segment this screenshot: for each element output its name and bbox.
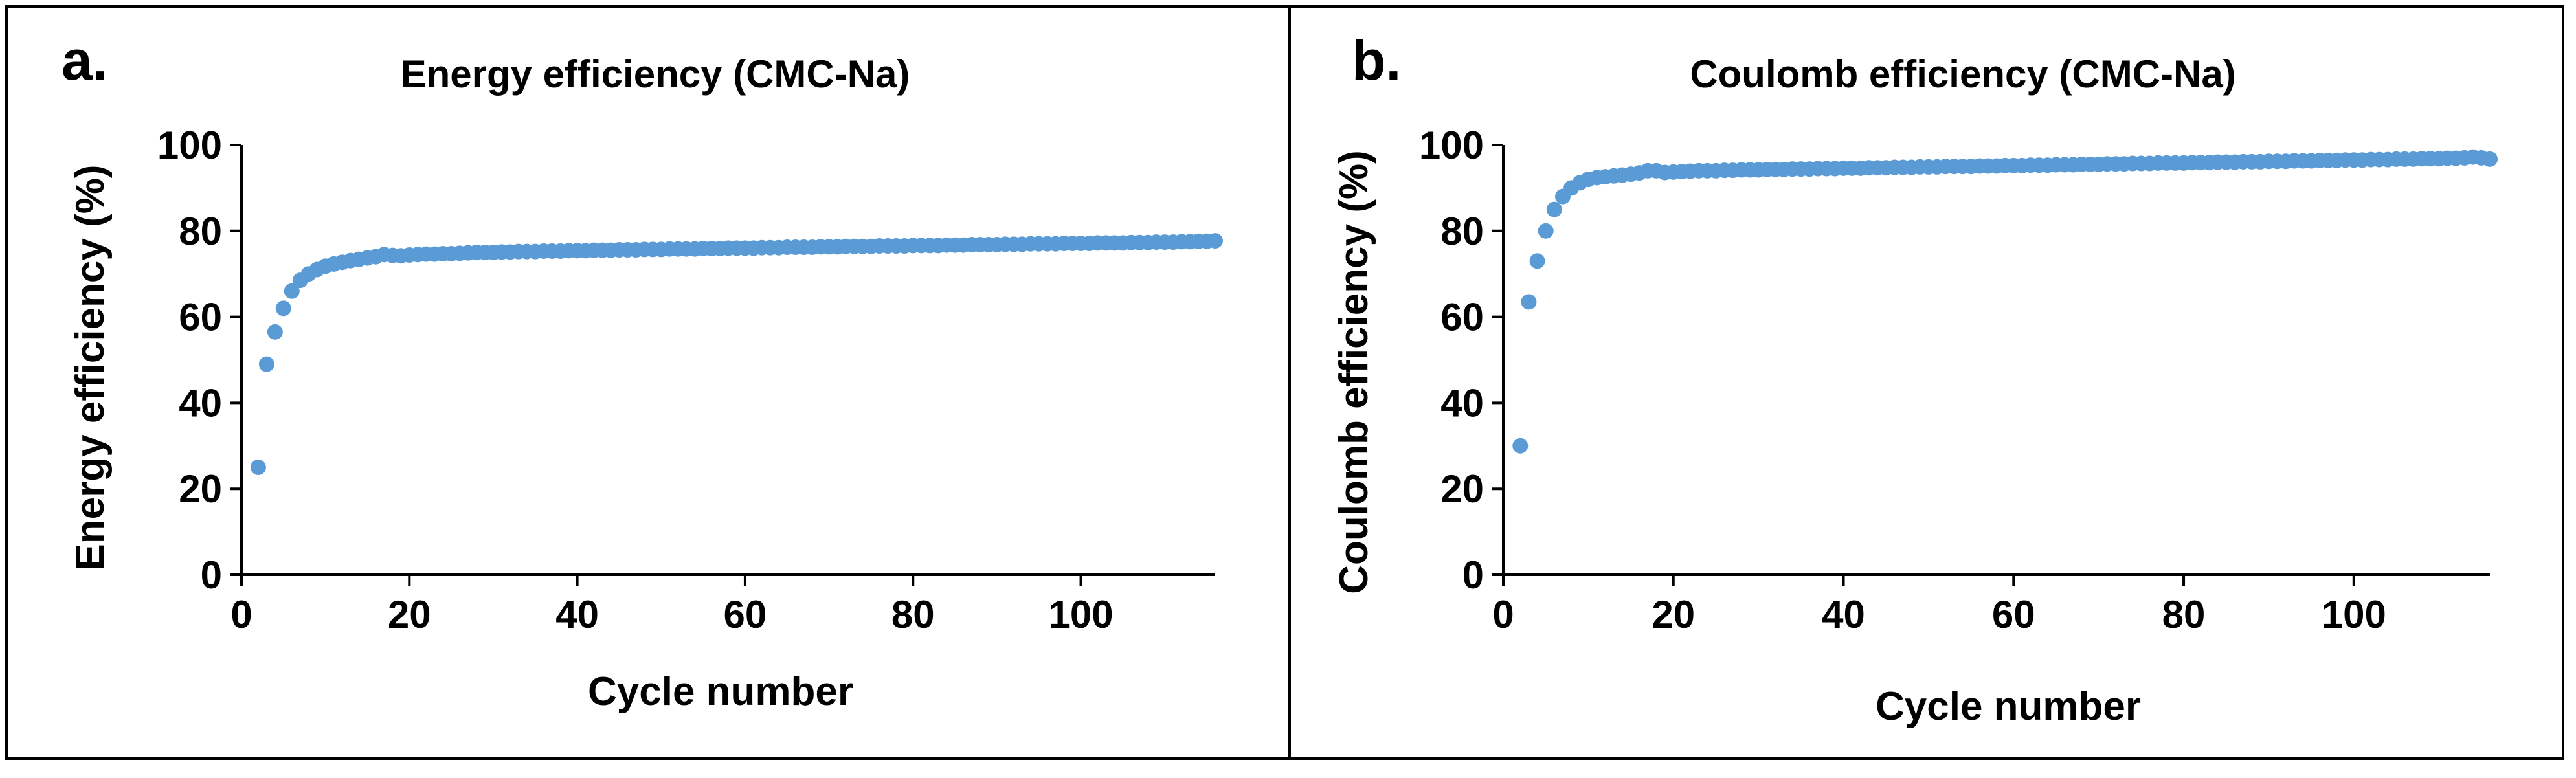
panel-a-data-point: [250, 460, 266, 475]
panel-b-data-point: [1546, 201, 1562, 217]
panel-a-x-tick-label: 0: [230, 593, 252, 636]
panel-b-data-point: [1529, 253, 1545, 269]
panel-b-label: b.: [1352, 30, 1401, 92]
panel-a-y-tick-label: 100: [157, 124, 222, 167]
panel-b-y-tick-label: 80: [1440, 210, 1484, 253]
panel-b-title: Coulomb efficiency (CMC-Na): [1690, 52, 2235, 96]
panel-b-y-tick-label: 0: [1462, 553, 1484, 597]
panel-a-x-tick-label: 100: [1048, 593, 1113, 636]
panel-b-data-point: [2482, 151, 2498, 167]
panel-b-y-tick-label: 60: [1440, 296, 1484, 339]
panel-a-y-tick-label: 20: [179, 467, 222, 511]
panel-b-x-tick-label: 100: [2322, 593, 2386, 636]
panel-a-plot-area: 0 20 40 60 80 100 0 20 40 60 80 100: [157, 124, 1223, 636]
panel-a-label: a.: [62, 30, 108, 92]
panel-a-data-point: [267, 324, 283, 340]
panel-b-y-axis-label: Coulomb efficiency (%): [1332, 150, 1376, 594]
panel-b-x-tick-label: 20: [1652, 593, 1695, 636]
panel-b-y-tick-label: 40: [1440, 381, 1484, 425]
panel-b-frame: [1288, 5, 2564, 760]
panel-b-y-tick-label: 20: [1440, 467, 1484, 511]
panel-b-y-tick-label: 100: [1419, 124, 1484, 167]
panel-b-data-point: [1521, 294, 1537, 310]
panel-b-x-axis-label: Cycle number: [1876, 684, 2141, 729]
panel-b-plot-area: 0 20 40 60 80 100 0 20 40 60 80 100: [1419, 124, 2498, 636]
panel-a-x-tick-label: 40: [555, 593, 599, 636]
panel-b-x-tick-label: 80: [2162, 593, 2206, 636]
panel-a-x-tick-label: 80: [891, 593, 935, 636]
panel-b-data-point: [1538, 223, 1554, 239]
panel-a-y-tick-label: 40: [179, 381, 222, 425]
panel-b-x-tick-label: 40: [1822, 593, 1865, 636]
panel-a-y-tick-label: 60: [179, 296, 222, 339]
panel-b-x-tick-label: 60: [1992, 593, 2035, 636]
panel-a-y-tick-label: 80: [179, 210, 222, 253]
panel-a-title: Energy efficiency (CMC-Na): [401, 52, 910, 96]
panel-a-data-point: [284, 283, 300, 299]
panel-b-data-point: [1512, 438, 1529, 454]
panel-a-y-axis-label: Energy efficiency (%): [68, 164, 113, 570]
panel-a-y-tick-label: 0: [201, 553, 222, 597]
panel-a-data-point: [1207, 233, 1223, 249]
panel-b-x-tick-label: 0: [1492, 593, 1514, 636]
panel-a-x-tick-label: 20: [388, 593, 431, 636]
panel-a-x-axis-label: Cycle number: [588, 669, 853, 714]
panel-a-data-point: [258, 356, 274, 372]
panel-a-data-point: [275, 300, 291, 317]
panel-a-x-tick-label: 60: [724, 593, 767, 636]
